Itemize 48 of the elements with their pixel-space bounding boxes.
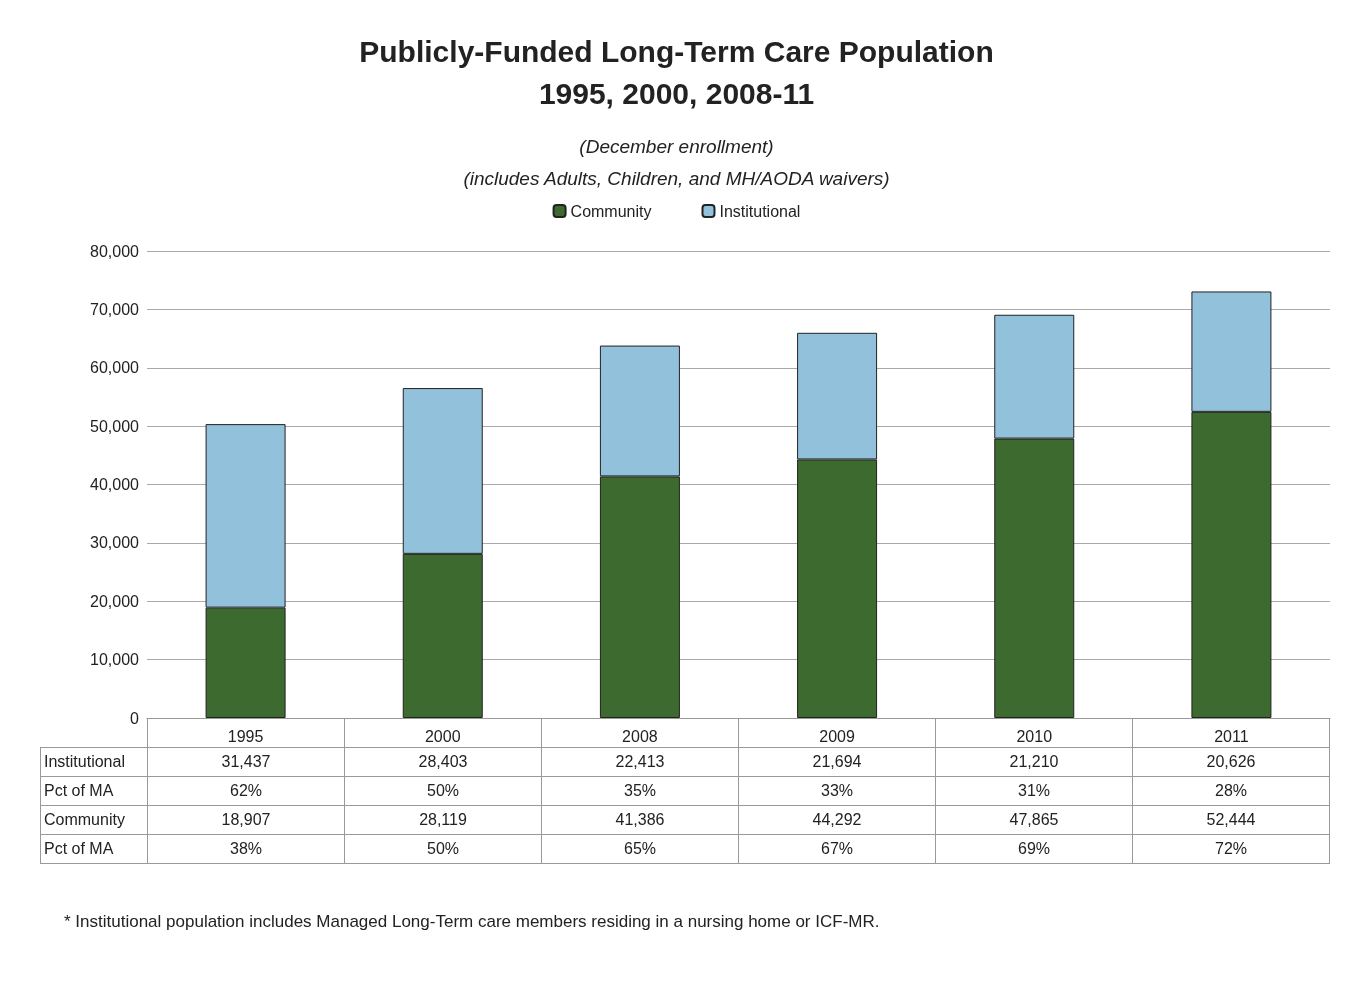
- data-label: 18,907: [147, 805, 345, 835]
- y-tick-label: 20,000: [90, 592, 140, 610]
- data-label: 31,437: [147, 747, 345, 777]
- y-tick-label: 40,000: [90, 476, 140, 493]
- data-label: 52,444: [1132, 805, 1330, 835]
- data-label: 44,292: [738, 805, 936, 835]
- chart-title: Publicly-Funded Long-Term Care Population 1995, 2000, 2008-11: [359, 34, 994, 110]
- data-label: 21,210: [935, 747, 1133, 777]
- text: Pct of MA: [40, 776, 148, 806]
- text: 33%: [738, 776, 936, 806]
- text: 50%: [344, 834, 542, 864]
- y-tick-label: 50,000: [90, 417, 140, 435]
- text: Pct of MA: [40, 834, 148, 864]
- x-tick-label: 2011: [1214, 727, 1249, 745]
- legend-label: Institutional: [719, 202, 801, 220]
- legend-label: Community: [570, 202, 652, 220]
- data-label: 28,119: [344, 805, 542, 835]
- text: 50%: [344, 776, 542, 806]
- y-tick-label: 70,000: [90, 300, 140, 318]
- y-tick-label: 0: [130, 709, 140, 727]
- x-tick-label: 2000: [424, 727, 461, 745]
- text: Community: [44, 811, 125, 828]
- text: Institutional: [44, 753, 125, 770]
- data-label: 21,694: [738, 747, 936, 777]
- chart-subtitle: (December enrollment) (includes Adults, Children, and MH/AODA waivers): [463, 135, 890, 189]
- text: 38%: [147, 834, 345, 864]
- text: 28%: [1132, 776, 1330, 806]
- data-label: 28,403: [344, 747, 542, 777]
- x-tick-label: 1995: [227, 727, 264, 745]
- data-label: 22,413: [541, 747, 739, 777]
- y-tick-label: 30,000: [90, 534, 140, 552]
- text: 65%: [541, 834, 739, 864]
- data-label: 20,626: [1132, 747, 1330, 777]
- x-tick-label: 2010: [1016, 727, 1053, 745]
- text: * Institutional population includes Managed Long-Term care members residing in a nursing home or ICF-MR.: [64, 912, 880, 932]
- x-tick-label: 2009: [819, 727, 855, 745]
- x-tick-label: 2008: [622, 727, 658, 745]
- text: 31%: [935, 776, 1133, 806]
- text: 69%: [935, 834, 1133, 864]
- text: 67%: [738, 834, 936, 864]
- y-tick-label: 60,000: [90, 359, 140, 377]
- text: 72%: [1132, 834, 1330, 864]
- y-tick-label: 10,000: [90, 651, 140, 669]
- data-label: 47,865: [935, 805, 1133, 835]
- text: 35%: [541, 776, 739, 806]
- text: 62%: [147, 776, 345, 806]
- y-tick-label: 80,000: [90, 242, 140, 260]
- data-label: 41,386: [541, 805, 739, 835]
